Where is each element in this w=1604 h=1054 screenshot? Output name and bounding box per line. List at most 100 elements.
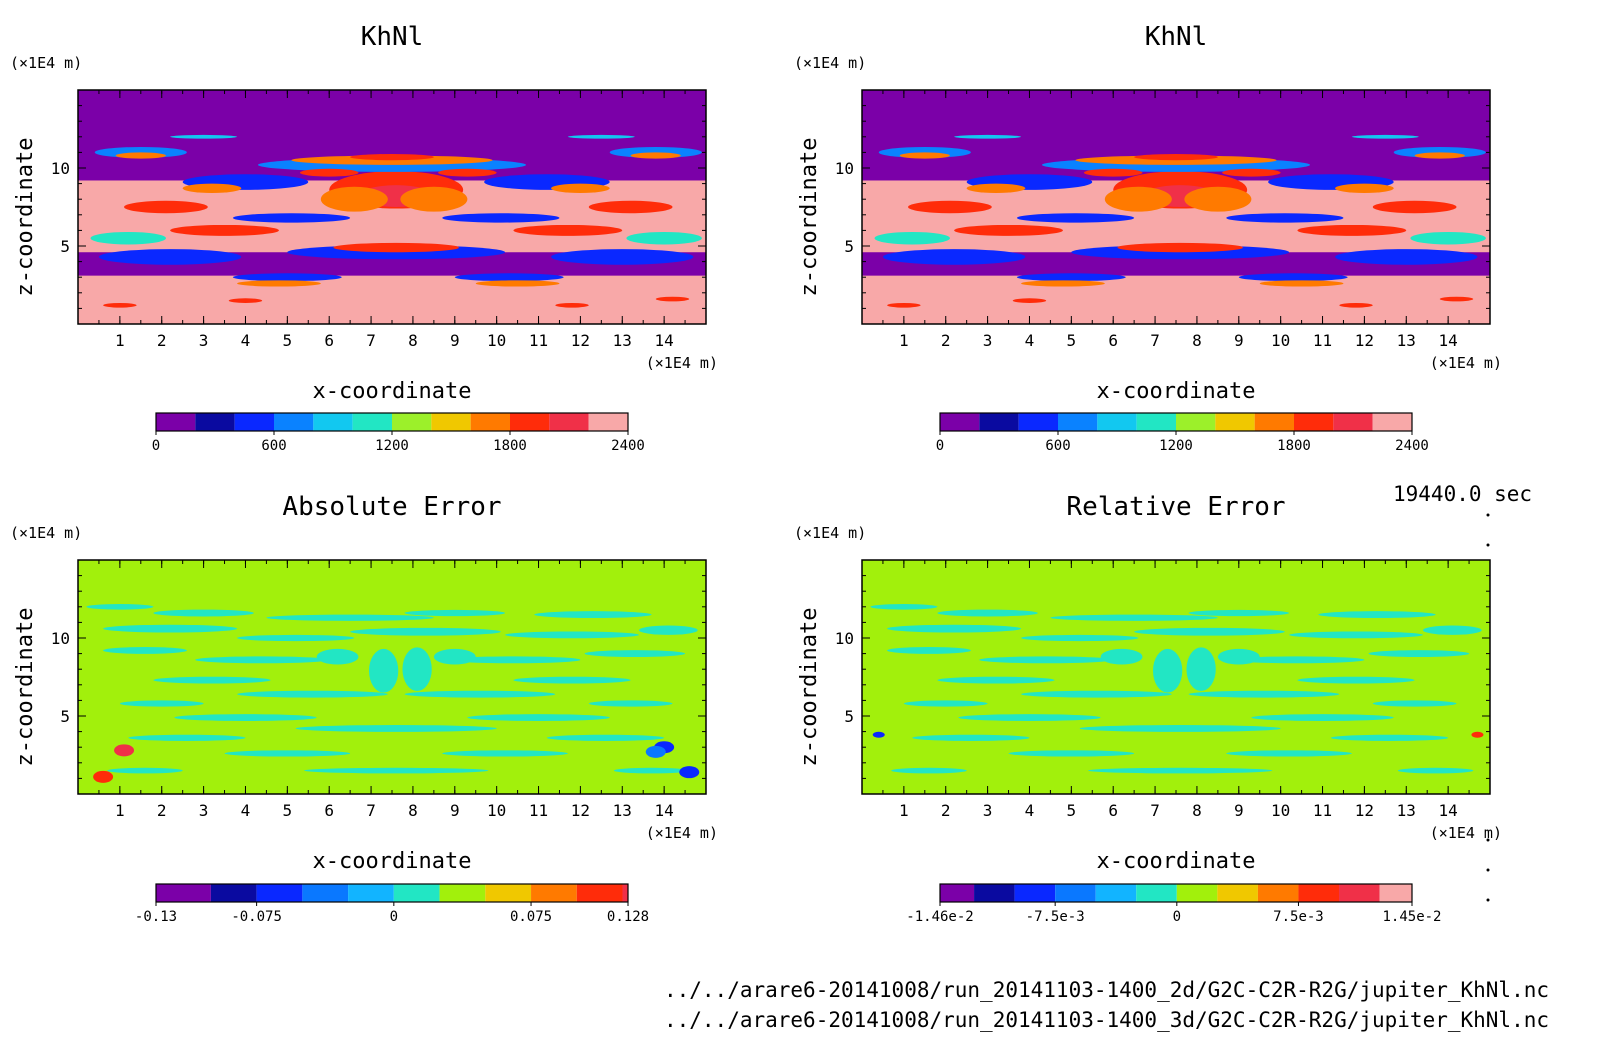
colorbar-swatch <box>274 413 314 431</box>
field-feature <box>402 647 432 692</box>
colorbar-label: 1.45e-2 <box>1382 909 1441 925</box>
field-feature <box>1351 134 1419 139</box>
x-tick-label: 2 <box>157 801 167 820</box>
colorbar-label: 2400 <box>1395 438 1429 454</box>
field-feature <box>404 609 506 617</box>
field-feature <box>119 700 204 707</box>
field-feature <box>584 650 686 658</box>
field-feature <box>1021 690 1172 698</box>
x-tick-label: 9 <box>1234 801 1244 820</box>
x-tick-label: 5 <box>283 331 293 350</box>
colorbar-swatch <box>210 884 257 902</box>
colorbar-swatch <box>1095 884 1137 902</box>
field-feature <box>237 634 355 642</box>
field-feature <box>1230 656 1365 664</box>
x-tick-label: 1 <box>115 331 125 350</box>
field-feature <box>124 200 208 214</box>
field-feature <box>1100 648 1143 665</box>
x-tick-label: 6 <box>324 801 334 820</box>
field-feature <box>86 603 154 610</box>
field-feature <box>1016 213 1135 223</box>
x-unit-label: (×1E4 m) <box>1430 824 1502 842</box>
x-tick-label: 8 <box>408 801 418 820</box>
field-feature <box>958 714 1101 721</box>
field-feature <box>513 224 623 236</box>
colorbar-swatch <box>531 884 577 902</box>
chart-title: Relative Error <box>1066 492 1285 522</box>
field-feature <box>1423 625 1482 635</box>
colorbar-swatch <box>940 884 975 902</box>
field-feature <box>170 134 238 139</box>
field-feature <box>1134 627 1285 636</box>
x-tick-label: 12 <box>1355 801 1374 820</box>
field-feature <box>299 168 359 177</box>
colorbar-label: 2400 <box>611 438 645 454</box>
field-feature <box>937 609 1038 617</box>
y-tick-label: 5 <box>60 707 70 726</box>
colorbar-label: 600 <box>261 438 286 454</box>
colorbar-swatch <box>195 413 235 431</box>
colorbar-label: 7.5e-3 <box>1273 909 1324 925</box>
x-tick-label: 3 <box>199 801 209 820</box>
y-unit-label: (×1E4 m) <box>794 524 866 542</box>
y-tick-label: 5 <box>844 237 854 256</box>
colorbar-swatch <box>1014 884 1056 902</box>
x-tick-label: 3 <box>199 331 209 350</box>
x-tick-label: 4 <box>1025 331 1035 350</box>
x-tick-label: 8 <box>1192 801 1202 820</box>
x-axis-label: x-coordinate <box>313 379 472 404</box>
y-tick-label: 10 <box>835 629 854 648</box>
x-tick-label: 7 <box>366 331 376 350</box>
field-feature <box>908 200 992 214</box>
x-unit-label: (×1E4 m) <box>646 824 718 842</box>
field-feature <box>320 186 388 212</box>
x-unit-label: (×1E4 m) <box>646 354 718 372</box>
field-feature <box>937 676 1055 684</box>
field-feature <box>224 750 351 757</box>
chart-title: KhNl <box>1145 22 1208 52</box>
field-feature <box>1335 183 1394 193</box>
field-feature <box>588 200 673 214</box>
field-feature <box>1104 186 1172 212</box>
x-axis-label: x-coordinate <box>1097 379 1256 404</box>
colorbar-swatch <box>1176 413 1216 431</box>
x-tick-label: 14 <box>1439 331 1458 350</box>
colorbar-label: 0 <box>1173 909 1181 925</box>
field-feature <box>887 302 921 308</box>
y-axis-label: z-coordinate <box>797 138 822 297</box>
colorbar-swatch <box>256 884 303 902</box>
field-feature <box>295 725 497 732</box>
colorbar-label: -1.46e-2 <box>906 909 973 925</box>
field-feature <box>979 656 1114 664</box>
time-label: 19440.0 sec <box>1393 482 1533 506</box>
colorbar-swatch <box>510 413 550 431</box>
field-feature <box>534 611 652 619</box>
colorbar: -1.46e-2 -7.5e-3 0 7.5e-3 1.45e-2 <box>906 883 1442 925</box>
colorbar-label: 1200 <box>375 438 409 454</box>
field-feature <box>626 231 702 245</box>
field-feature <box>899 152 950 159</box>
field-feature <box>1021 280 1105 287</box>
colorbar: -0.13 -0.075 0 0.075 0.128 <box>135 883 649 925</box>
x-tick-label: 4 <box>241 331 251 350</box>
edge-dot <box>1486 513 1490 517</box>
colorbar-frame <box>155 883 629 903</box>
field-feature <box>903 700 988 707</box>
field-feature <box>1117 242 1243 253</box>
heatmap-field <box>78 90 706 324</box>
x-unit-label: (×1E4 m) <box>1430 354 1502 372</box>
field-feature <box>1339 302 1373 308</box>
colorbar-swatch <box>576 884 623 902</box>
x-tick-label: 13 <box>613 331 632 350</box>
field-feature <box>887 647 971 654</box>
field-feature <box>1188 690 1340 698</box>
x-tick-label: 13 <box>1397 801 1416 820</box>
colorbar-swatch <box>1294 413 1334 431</box>
file-path-2: ../../arare6-20141008/run_20141103-1400_… <box>663 1008 1549 1032</box>
field-feature <box>232 213 351 223</box>
field-band <box>862 275 1490 324</box>
field-feature <box>174 714 317 721</box>
y-tick-label: 10 <box>835 159 854 178</box>
colorbar-swatch <box>392 413 432 431</box>
field-feature <box>454 273 564 282</box>
